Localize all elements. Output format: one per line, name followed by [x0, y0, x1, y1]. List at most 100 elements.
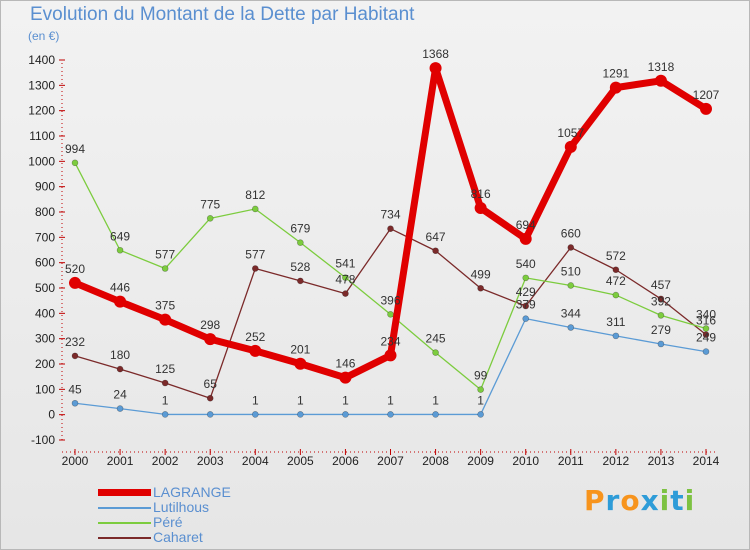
chart-legend: LAGRANGE Lutilhous Péré Caharet: [98, 485, 231, 545]
data-point: [612, 291, 620, 299]
data-point: [342, 290, 349, 297]
data-point: [519, 232, 532, 245]
x-tick-label: 2004: [242, 454, 269, 468]
data-label: 1: [342, 393, 349, 407]
data-label: 1318: [648, 60, 675, 74]
x-tick-label: 2012: [603, 454, 630, 468]
data-point: [161, 265, 169, 272]
data-label: 1: [477, 393, 484, 407]
y-tick-label: 1000: [28, 154, 55, 168]
data-point: [609, 81, 622, 94]
data-point: [657, 340, 665, 348]
legend-swatch: [98, 521, 151, 524]
data-label: 478: [335, 273, 355, 287]
data-label: 1: [162, 393, 169, 407]
data-point: [702, 331, 710, 338]
legend-label: Lutilhous: [153, 499, 210, 515]
logo-letter: i: [684, 484, 696, 517]
data-point: [69, 276, 81, 289]
logo-letter: r: [605, 484, 621, 517]
data-label: 510: [561, 264, 581, 278]
data-label: 249: [696, 331, 716, 345]
data-label: 1: [432, 393, 439, 407]
x-tick-label: 2000: [62, 454, 89, 468]
legend-label: LAGRANGE: [153, 484, 231, 500]
legend-label: Caharet: [153, 529, 203, 545]
chart-series: [69, 62, 712, 418]
data-point: [297, 411, 304, 418]
data-point: [116, 405, 124, 412]
data-point: [432, 411, 439, 418]
legend-item: LAGRANGE: [98, 485, 231, 500]
data-point: [206, 394, 214, 402]
data-label: 446: [110, 281, 130, 295]
data-point: [249, 344, 262, 357]
data-point: [657, 312, 665, 319]
data-point: [564, 140, 577, 153]
data-point: [567, 324, 575, 331]
y-tick-label: 100: [35, 382, 55, 396]
legend-item: Lutilhous: [98, 500, 231, 515]
data-label: 647: [426, 230, 446, 244]
legend-item: Péré: [98, 515, 231, 530]
x-tick-label: 2011: [558, 454, 584, 468]
y-tick-label: -100: [31, 433, 55, 447]
y-tick-label: 400: [35, 306, 55, 320]
data-point: [161, 411, 169, 418]
data-point: [116, 246, 124, 254]
y-tick-label: 300: [35, 332, 55, 346]
data-point: [339, 371, 352, 384]
y-tick-label: 700: [35, 230, 55, 244]
y-tick-label: 500: [35, 281, 55, 295]
data-label: 180: [110, 348, 130, 362]
data-point: [477, 284, 484, 292]
data-point: [161, 379, 169, 387]
data-point: [116, 365, 124, 373]
data-label: 1291: [603, 67, 630, 81]
legend-swatch: [98, 506, 151, 509]
data-point: [204, 333, 217, 346]
data-label: 396: [380, 293, 400, 307]
data-label: 375: [155, 299, 175, 313]
data-label: 429: [516, 285, 536, 299]
y-tick-label: 900: [35, 180, 55, 194]
data-point: [206, 215, 214, 222]
data-label: 572: [606, 249, 626, 263]
data-label: 45: [68, 382, 82, 396]
data-point: [522, 315, 530, 322]
data-label: 499: [471, 267, 491, 281]
legend-item: Caharet: [98, 530, 231, 545]
data-point: [477, 386, 484, 393]
y-tick-label: 200: [35, 357, 55, 371]
y-tick-label: 1400: [28, 53, 55, 67]
data-point: [342, 411, 349, 418]
data-label: 1: [252, 393, 259, 407]
data-label: 245: [426, 332, 446, 346]
logo-letter: P: [584, 484, 606, 517]
data-label: 679: [290, 222, 310, 236]
data-label: 577: [155, 247, 175, 261]
data-point: [612, 332, 620, 340]
data-point: [342, 274, 349, 281]
data-label: 1: [387, 393, 394, 407]
data-label: 65: [204, 377, 218, 391]
data-label: 734: [380, 208, 400, 222]
data-label: 298: [200, 318, 220, 332]
y-tick-label: 1200: [28, 104, 55, 118]
data-point: [297, 239, 304, 246]
legend-label: Péré: [153, 514, 183, 530]
data-point: [702, 348, 710, 355]
data-label: 775: [200, 197, 220, 211]
y-tick-label: 600: [35, 256, 55, 270]
logo-letter: o: [620, 484, 641, 517]
x-tick-label: 2005: [287, 454, 314, 468]
data-label: 649: [110, 229, 130, 243]
data-label: 99: [474, 369, 488, 383]
data-label: 279: [651, 323, 671, 337]
data-point: [522, 274, 530, 282]
data-label: 812: [245, 188, 265, 202]
data-label: 520: [65, 262, 85, 276]
chart-axes: -100 0 100 200 300 400 500 600 700 800 900 1000 1100…: [28, 53, 719, 468]
x-tick-label: 2008: [422, 454, 449, 468]
